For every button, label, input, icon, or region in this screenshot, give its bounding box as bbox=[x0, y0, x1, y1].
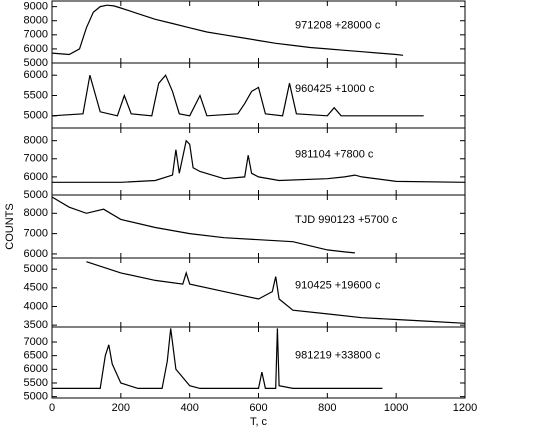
y-tick-label: 5500 bbox=[24, 377, 48, 389]
x-tick-label: 400 bbox=[180, 402, 198, 414]
y-tick-label: 7000 bbox=[24, 153, 48, 165]
y-tick-label: 6000 bbox=[24, 363, 48, 375]
panel-label: 910425 +19600 c bbox=[295, 280, 381, 292]
x-tick-label: 0 bbox=[49, 402, 55, 414]
y-tick-label: 5500 bbox=[24, 89, 48, 101]
x-tick-label: 600 bbox=[249, 402, 267, 414]
x-tick-label: 200 bbox=[112, 402, 130, 414]
y-tick-label: 4000 bbox=[24, 300, 48, 312]
panel-label: 960425 +1000 c bbox=[295, 83, 375, 95]
y-tick-label: 5000 bbox=[24, 391, 48, 403]
y-axis-label: COUNTS bbox=[4, 203, 16, 249]
panel-label: 981219 +33800 c bbox=[295, 349, 381, 361]
y-tick-label: 5000 bbox=[24, 57, 48, 69]
y-tick-label: 6500 bbox=[24, 350, 48, 362]
y-tick-label: 8000 bbox=[24, 207, 48, 219]
panel-label: TJD 990123 +5700 c bbox=[295, 214, 398, 226]
light-curve bbox=[51, 196, 355, 254]
x-axis-label: T, c bbox=[250, 416, 268, 428]
y-tick-label: 3500 bbox=[24, 319, 48, 331]
x-tick-label: 800 bbox=[318, 402, 336, 414]
y-tick-label: 5000 bbox=[24, 189, 48, 201]
light-curve bbox=[86, 261, 466, 324]
panel-label: 981104 +7800 c bbox=[295, 149, 374, 161]
panel-frame bbox=[51, 194, 466, 259]
panel-frame bbox=[51, 62, 466, 129]
y-tick-label: 4500 bbox=[24, 282, 48, 294]
y-tick-label: 7000 bbox=[24, 29, 48, 41]
y-tick-label: 6000 bbox=[24, 43, 48, 55]
y-tick-label: 7000 bbox=[24, 228, 48, 240]
light-curve bbox=[52, 328, 383, 389]
panel-label: 971208 +28000 c bbox=[295, 20, 381, 32]
y-tick-label: 5000 bbox=[24, 263, 48, 275]
panel-frame bbox=[51, 0, 466, 64]
y-tick-label: 6000 bbox=[24, 171, 48, 183]
y-tick-label: 9000 bbox=[24, 1, 48, 13]
y-tick-label: 5000 bbox=[24, 110, 48, 122]
panel-frame bbox=[51, 257, 466, 328]
y-tick-label: 8000 bbox=[24, 135, 48, 147]
light-curve bbox=[51, 4, 404, 56]
y-tick-label: 6000 bbox=[24, 69, 48, 81]
x-tick-label: 1200 bbox=[453, 402, 477, 414]
panel-frame bbox=[51, 127, 466, 196]
light-curve bbox=[52, 139, 466, 183]
y-tick-label: 6000 bbox=[24, 248, 48, 260]
y-tick-label: 7000 bbox=[24, 336, 48, 348]
x-tick-label: 1000 bbox=[384, 402, 408, 414]
light-curve bbox=[51, 74, 424, 117]
y-tick-label: 8000 bbox=[24, 15, 48, 27]
